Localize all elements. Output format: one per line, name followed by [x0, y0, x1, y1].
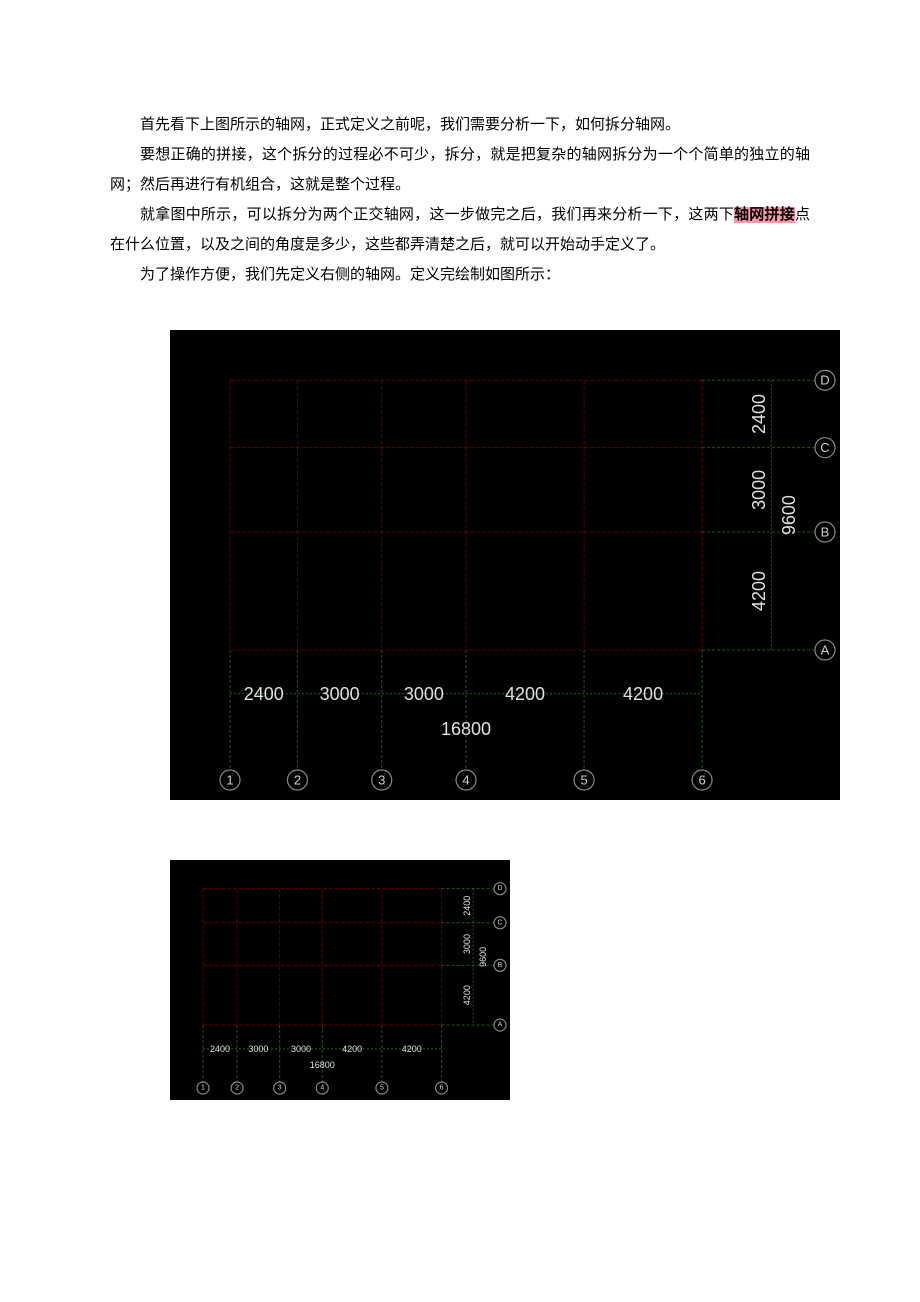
svg-text:D: D — [820, 373, 829, 388]
paragraph-2: 要想正确的拼接，这个拆分的过程必不可少，拆分，就是把复杂的轴网拆分为一个个简单的… — [110, 140, 810, 200]
svg-text:16800: 16800 — [310, 1060, 335, 1070]
svg-text:3000: 3000 — [320, 684, 360, 704]
svg-text:3000: 3000 — [291, 1044, 311, 1054]
svg-text:5: 5 — [580, 773, 587, 788]
svg-text:4200: 4200 — [623, 684, 663, 704]
svg-text:2: 2 — [294, 773, 301, 788]
svg-text:3000: 3000 — [749, 470, 769, 510]
paragraph-1: 首先看下上图所示的轴网，正式定义之前呢，我们需要分析一下，如何拆分轴网。 — [110, 110, 810, 140]
svg-text:4200: 4200 — [402, 1044, 422, 1054]
paragraph-3: 就拿图中所示，可以拆分为两个正交轴网，这一步做完之后，我们再来分析一下，这两下轴… — [110, 200, 810, 260]
svg-text:4200: 4200 — [462, 985, 472, 1005]
document-body: 首先看下上图所示的轴网，正式定义之前呢，我们需要分析一下，如何拆分轴网。 要想正… — [110, 110, 810, 1100]
svg-text:4200: 4200 — [342, 1044, 362, 1054]
svg-text:16800: 16800 — [441, 719, 491, 739]
svg-text:4: 4 — [462, 773, 469, 788]
svg-text:A: A — [821, 643, 830, 658]
p3-part-a: 就拿图中所示，可以拆分为两个正交轴网，这一步做完之后，我们再来分析一下，这两下 — [140, 207, 734, 223]
svg-text:2400: 2400 — [244, 684, 284, 704]
figure-area: 1 2 3 4 5 6 A B C D 2400 3000 3000 4200 4200 16800 4200 3… — [110, 330, 810, 1100]
svg-text:2400: 2400 — [210, 1044, 230, 1054]
svg-text:C: C — [497, 919, 502, 926]
svg-text:3000: 3000 — [404, 684, 444, 704]
highlight-axis-grid-splice: 轴网拼接 — [734, 207, 795, 223]
axis-grid-figure-small: 1 2 3 4 5 6 A B C D 2400 3000 3000 4200 4200 16800 4200 3… — [170, 860, 510, 1100]
svg-text:6: 6 — [440, 1085, 444, 1092]
svg-text:3000: 3000 — [248, 1044, 268, 1054]
svg-text:2400: 2400 — [749, 394, 769, 434]
svg-text:1: 1 — [201, 1085, 205, 1092]
axis-grid-figure-large: 1 2 3 4 5 6 A B C D 2400 3000 3000 4200 4200 16800 4200 3… — [170, 330, 840, 800]
svg-text:1: 1 — [226, 773, 233, 788]
svg-text:9600: 9600 — [779, 495, 799, 535]
svg-text:B: B — [498, 962, 503, 969]
svg-text:C: C — [820, 440, 829, 455]
svg-text:B: B — [821, 524, 830, 539]
svg-text:6: 6 — [698, 773, 705, 788]
svg-text:2: 2 — [235, 1085, 239, 1092]
svg-text:4200: 4200 — [749, 571, 769, 611]
svg-text:2400: 2400 — [462, 896, 472, 916]
svg-text:4: 4 — [320, 1085, 324, 1092]
svg-text:3000: 3000 — [462, 934, 472, 954]
svg-text:3: 3 — [378, 773, 385, 788]
svg-text:4200: 4200 — [505, 684, 545, 704]
paragraph-4: 为了操作方便，我们先定义右侧的轴网。定义完绘制如图所示： — [110, 260, 810, 290]
svg-text:9600: 9600 — [478, 947, 488, 967]
svg-text:A: A — [498, 1022, 503, 1029]
svg-text:3: 3 — [278, 1085, 282, 1092]
svg-text:5: 5 — [380, 1085, 384, 1092]
svg-text:D: D — [497, 885, 502, 892]
